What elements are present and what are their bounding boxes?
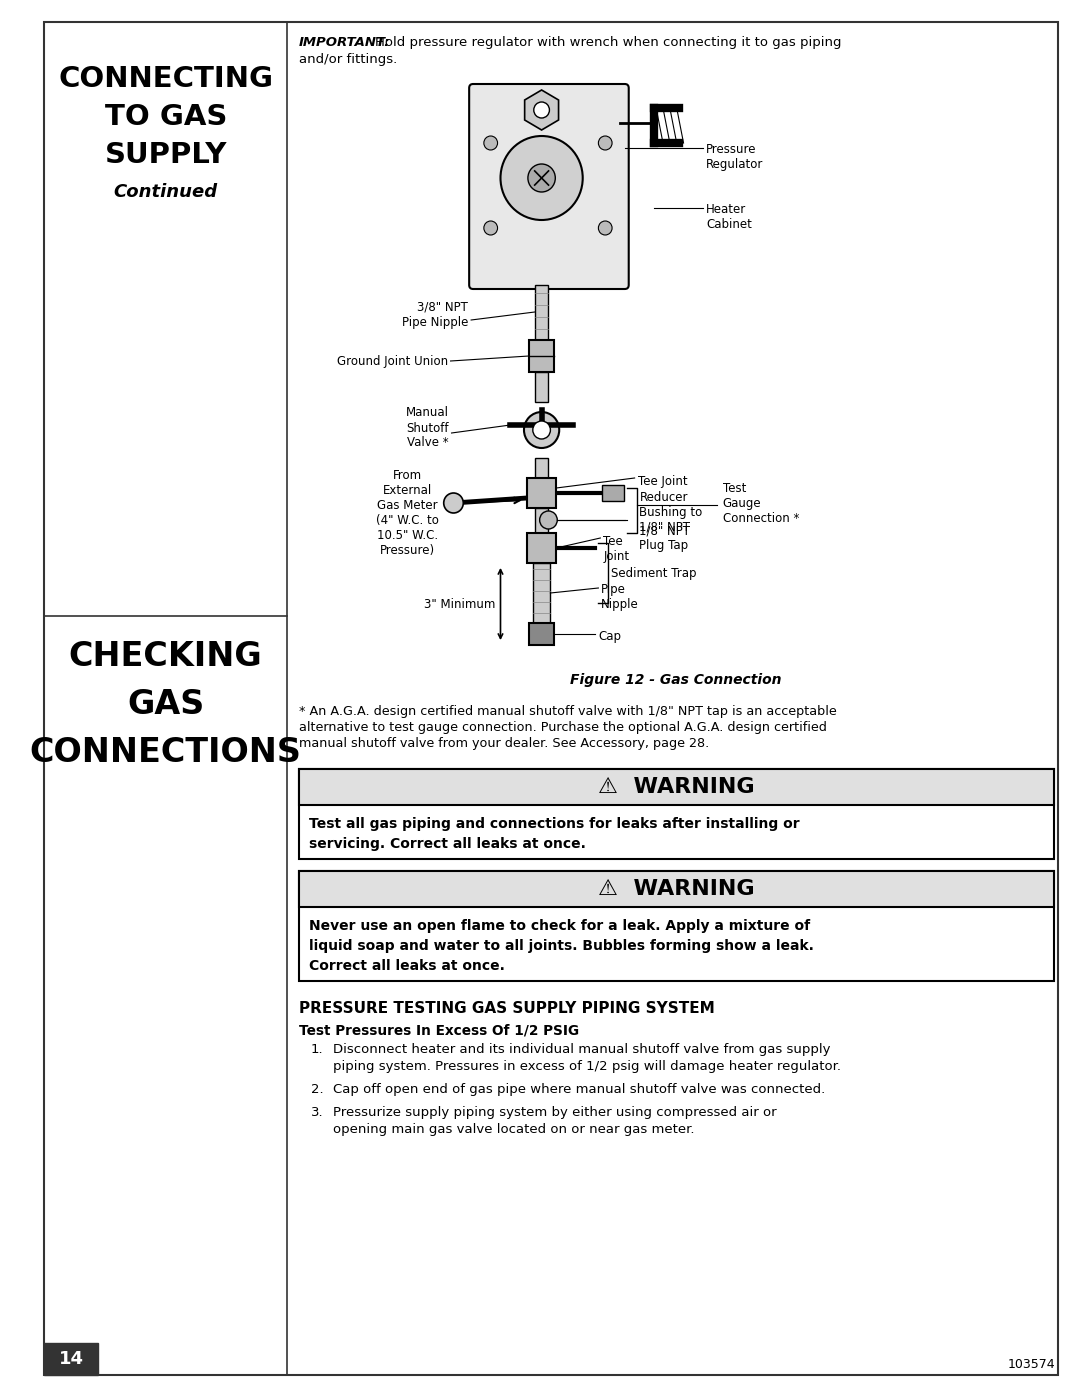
Bar	[535, 458, 549, 478]
Text: servicing. Correct all leaks at once.: servicing. Correct all leaks at once.	[309, 837, 585, 851]
Text: Correct all leaks at once.: Correct all leaks at once.	[309, 958, 504, 972]
Text: 1/8" NPT
Plug Tap: 1/8" NPT Plug Tap	[639, 524, 690, 552]
Text: 103574: 103574	[1008, 1358, 1055, 1372]
Text: GAS: GAS	[127, 687, 204, 721]
Circle shape	[534, 102, 550, 117]
Text: TO GAS: TO GAS	[105, 103, 227, 131]
Text: Tee Joint: Tee Joint	[637, 475, 687, 488]
Circle shape	[540, 511, 557, 529]
Bar	[299, 870, 1054, 981]
Text: Continued: Continued	[113, 183, 218, 201]
Text: Pipe
Nipple: Pipe Nipple	[602, 583, 639, 610]
FancyBboxPatch shape	[469, 84, 629, 289]
Text: piping system. Pressures in excess of 1/2 psig will damage heater regulator.: piping system. Pressures in excess of 1/…	[333, 1060, 841, 1073]
Text: alternative to test gauge connection. Purchase the optional A.G.A. design certif: alternative to test gauge connection. Pu…	[299, 721, 826, 733]
Bar	[44, 1343, 98, 1375]
Text: 14: 14	[58, 1350, 84, 1368]
Text: Disconnect heater and its individual manual shutoff valve from gas supply: Disconnect heater and its individual man…	[333, 1044, 831, 1056]
Text: From
External
Gas Meter
(4" W.C. to
10.5" W.C.
Pressure): From External Gas Meter (4" W.C. to 10.5…	[376, 469, 438, 557]
Text: Pressure
Regulator: Pressure Regulator	[706, 142, 764, 170]
Text: IMPORTANT:: IMPORTANT:	[299, 36, 390, 49]
Bar	[546, 85, 556, 270]
Text: 3.: 3.	[311, 1106, 323, 1119]
Circle shape	[598, 136, 612, 149]
Text: ⚠  WARNING: ⚠ WARNING	[598, 777, 755, 798]
Text: * An A.G.A. design certified manual shutoff valve with 1/8" NPT tap is an accept: * An A.G.A. design certified manual shut…	[299, 705, 837, 718]
Bar	[535, 285, 549, 339]
Text: Manual
Shutoff
Valve *: Manual Shutoff Valve *	[406, 407, 448, 450]
Bar	[527, 478, 556, 509]
Text: 3/8" NPT
Pipe Nipple: 3/8" NPT Pipe Nipple	[402, 300, 469, 330]
Text: Ground Joint Union: Ground Joint Union	[337, 355, 447, 367]
Bar	[532, 563, 551, 623]
Text: Figure 12 - Gas Connection: Figure 12 - Gas Connection	[570, 673, 782, 687]
Text: Cap off open end of gas pipe where manual shutoff valve was connected.: Cap off open end of gas pipe where manua…	[333, 1083, 825, 1097]
Polygon shape	[525, 89, 558, 130]
Circle shape	[528, 163, 555, 191]
Text: Cap: Cap	[598, 630, 621, 643]
Circle shape	[524, 412, 559, 448]
Text: opening main gas valve located on or near gas meter.: opening main gas valve located on or nea…	[333, 1123, 694, 1136]
Bar	[299, 768, 1054, 859]
Circle shape	[500, 136, 583, 219]
Text: ⚠  WARNING: ⚠ WARNING	[598, 879, 755, 900]
Text: Test Pressures In Excess Of 1/2 PSIG: Test Pressures In Excess Of 1/2 PSIG	[299, 1023, 579, 1037]
Bar	[529, 623, 554, 645]
Circle shape	[484, 221, 498, 235]
Text: 3" Minimum: 3" Minimum	[424, 598, 496, 610]
Text: and/or fittings.: and/or fittings.	[299, 53, 397, 66]
Circle shape	[598, 221, 612, 235]
Circle shape	[532, 420, 551, 439]
Text: Pressurize supply piping system by either using compressed air or: Pressurize supply piping system by eithe…	[333, 1106, 777, 1119]
Text: PRESSURE TESTING GAS SUPPLY PIPING SYSTEM: PRESSURE TESTING GAS SUPPLY PIPING SYSTE…	[299, 1002, 715, 1016]
Bar	[535, 372, 549, 402]
Text: CONNECTIONS: CONNECTIONS	[30, 736, 301, 768]
Circle shape	[484, 136, 498, 149]
Bar	[603, 485, 624, 502]
Text: Tee
Joint: Tee Joint	[604, 535, 630, 563]
Bar	[529, 339, 554, 372]
Text: CONNECTING: CONNECTING	[58, 66, 273, 94]
Text: 1.: 1.	[311, 1044, 323, 1056]
Bar	[535, 509, 549, 534]
Text: SUPPLY: SUPPLY	[105, 141, 227, 169]
Text: Sediment Trap: Sediment Trap	[611, 567, 697, 580]
Circle shape	[444, 493, 463, 513]
Text: Reducer
Bushing to
1/8" NPT: Reducer Bushing to 1/8" NPT	[639, 490, 703, 534]
Text: Heater
Cabinet: Heater Cabinet	[706, 203, 752, 231]
Bar	[527, 534, 556, 563]
Text: 2.: 2.	[311, 1083, 323, 1097]
Text: Hold pressure regulator with wrench when connecting it to gas piping: Hold pressure regulator with wrench when…	[375, 36, 841, 49]
Text: Never use an open flame to check for a leak. Apply a mixture of: Never use an open flame to check for a l…	[309, 919, 810, 933]
Text: liquid soap and water to all joints. Bubbles forming show a leak.: liquid soap and water to all joints. Bub…	[309, 939, 813, 953]
Text: Test all gas piping and connections for leaks after installing or: Test all gas piping and connections for …	[309, 817, 799, 831]
Bar	[299, 768, 1054, 805]
Text: Test
Gauge
Connection *: Test Gauge Connection *	[723, 482, 799, 524]
Text: manual shutoff valve from your dealer. See Accessory, page 28.: manual shutoff valve from your dealer. S…	[299, 738, 710, 750]
Bar	[299, 870, 1054, 907]
Text: CHECKING: CHECKING	[69, 640, 262, 673]
